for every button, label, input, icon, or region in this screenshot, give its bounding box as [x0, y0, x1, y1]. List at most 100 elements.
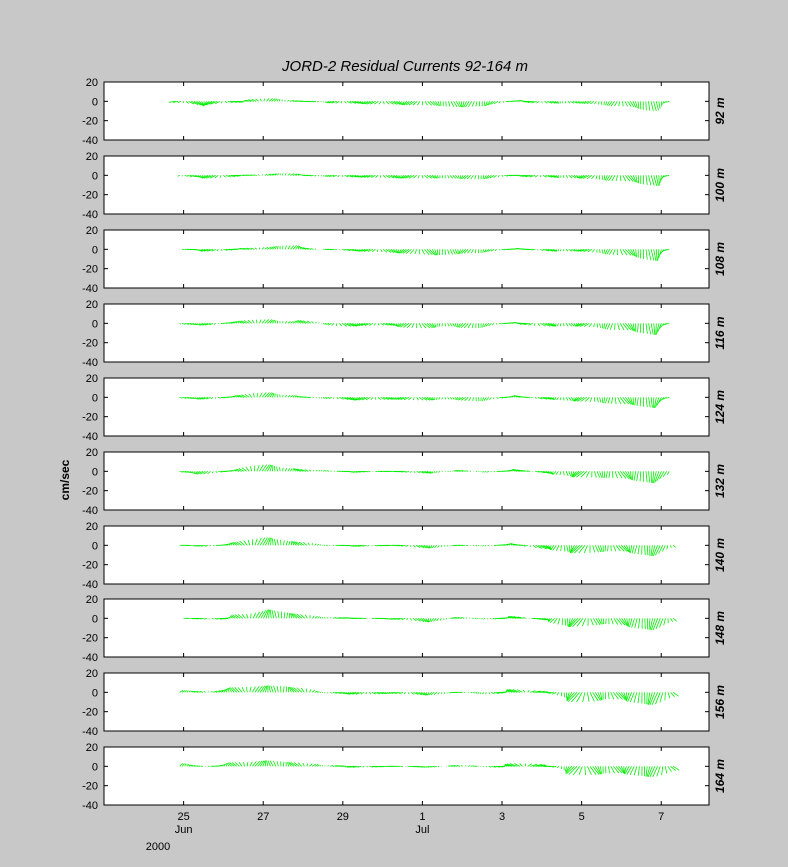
stick: [376, 691, 384, 695]
stick: [563, 397, 565, 401]
stick: [666, 396, 670, 399]
stick: [268, 609, 270, 619]
stick: [431, 397, 435, 401]
stick: [315, 469, 318, 472]
stick: [542, 322, 551, 327]
stick: [554, 397, 557, 400]
stick: [453, 470, 456, 472]
stick: [546, 691, 552, 694]
stick: [374, 544, 378, 547]
stick: [652, 545, 658, 557]
stick: [645, 766, 648, 777]
stick: [586, 100, 592, 105]
stick: [626, 545, 630, 553]
stick: [570, 397, 574, 402]
stick: [245, 99, 252, 102]
stick: [466, 175, 472, 180]
stick: [409, 249, 415, 255]
stick: [569, 545, 575, 553]
stick: [388, 248, 395, 254]
stick: [595, 175, 598, 180]
stick: [383, 322, 389, 326]
stick: [325, 396, 330, 399]
x-tick-sublabel: Jul: [415, 824, 429, 836]
stick: [220, 249, 223, 251]
stick: [261, 174, 263, 176]
stick: [639, 323, 642, 333]
stick: [656, 766, 661, 777]
stick: [194, 397, 197, 400]
stick: [434, 249, 438, 256]
stick: [591, 175, 595, 180]
stick: [365, 396, 371, 401]
stick: [603, 323, 606, 329]
y-tick-label: -40: [82, 431, 98, 443]
y-tick-label: -20: [82, 560, 98, 572]
stick: [554, 100, 559, 104]
stick: [354, 100, 362, 104]
stick: [327, 765, 329, 767]
stick: [194, 323, 198, 326]
y-tick-label: 20: [86, 151, 98, 163]
stick: [571, 692, 580, 703]
stick: [377, 397, 382, 400]
stick: [274, 320, 277, 324]
stick: [409, 471, 412, 473]
stick: [230, 615, 236, 619]
stick: [344, 101, 347, 104]
stick: [234, 614, 241, 619]
stick: [622, 175, 627, 182]
stick: [629, 692, 635, 703]
stick: [187, 470, 192, 474]
stick: [196, 690, 201, 693]
stick: [417, 101, 421, 106]
stick: [220, 101, 223, 104]
stick: [650, 249, 655, 261]
stick: [365, 692, 368, 695]
stick: [390, 322, 396, 326]
stick: [400, 396, 407, 401]
stick: [568, 248, 573, 252]
stick: [434, 175, 438, 179]
stick: [544, 101, 548, 104]
stick: [311, 321, 314, 324]
stick: [463, 101, 467, 108]
stick: [616, 618, 623, 626]
stick: [214, 617, 219, 620]
stick: [451, 544, 453, 547]
stick: [637, 692, 640, 704]
plot-area: [103, 598, 710, 658]
stick: [619, 397, 626, 405]
stick: [254, 760, 260, 767]
stick: [395, 249, 399, 254]
stick: [463, 249, 469, 254]
stick: [581, 618, 586, 627]
stick: [614, 323, 616, 330]
stick: [471, 101, 475, 107]
stick: [357, 322, 363, 327]
stick: [579, 174, 585, 179]
stick: [401, 101, 403, 105]
stick: [471, 249, 474, 254]
stick: [189, 764, 193, 767]
stick: [487, 545, 489, 547]
stick: [470, 175, 474, 180]
stick: [509, 689, 518, 693]
stick: [618, 618, 626, 626]
stick: [263, 609, 268, 619]
stick: [482, 323, 485, 328]
stick: [455, 397, 459, 400]
stick: [274, 465, 276, 472]
stick: [568, 618, 576, 628]
stick: [288, 540, 291, 546]
y-tick-label: -40: [82, 726, 98, 738]
stick: [403, 323, 410, 328]
stick: [664, 692, 666, 701]
stick: [317, 764, 320, 767]
stick: [239, 540, 245, 546]
stick: [287, 99, 290, 102]
stick: [521, 469, 528, 472]
stick: [341, 248, 346, 251]
stick: [368, 692, 372, 695]
stick: [632, 101, 637, 108]
